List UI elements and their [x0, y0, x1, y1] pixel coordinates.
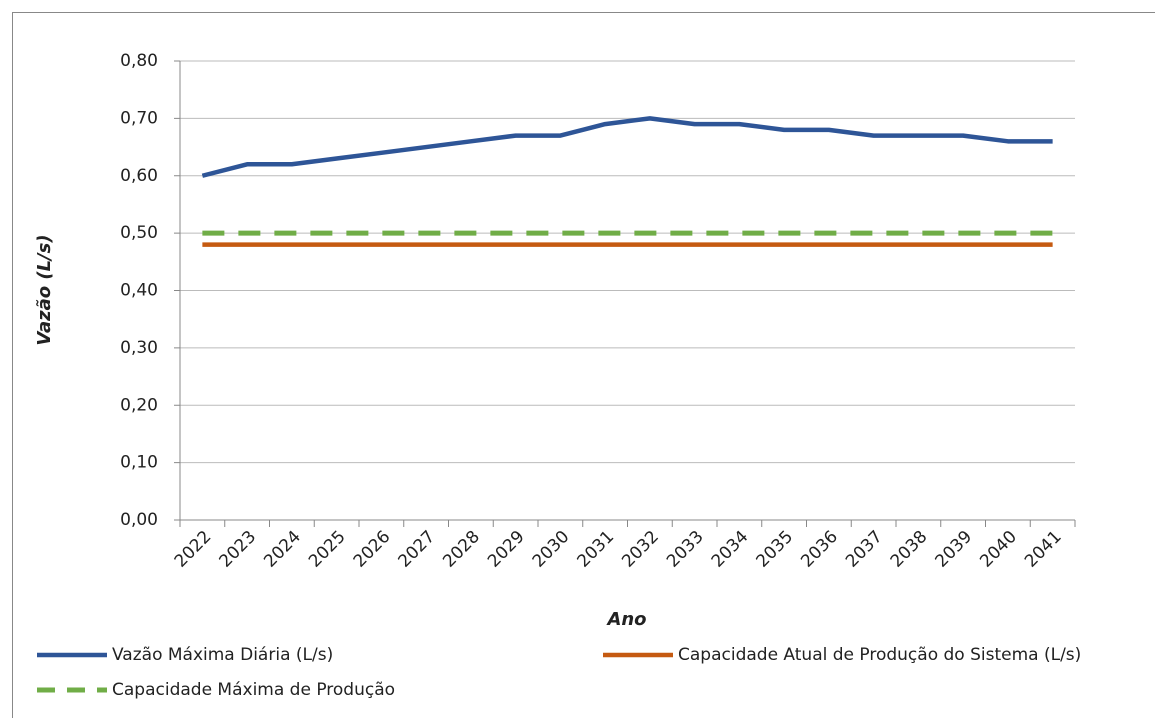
x-tick-label: 2023 — [215, 527, 260, 572]
legend-label: Capacidade Atual de Produção do Sistema … — [678, 645, 1081, 665]
y-tick-label: 0,30 — [120, 338, 158, 358]
x-tick-label: 2041 — [1021, 527, 1066, 572]
y-tick-label: 0,20 — [120, 395, 158, 415]
x-tick-label: 2024 — [260, 527, 305, 572]
x-axis-title: Ano — [605, 609, 646, 630]
x-tick-label: 2037 — [842, 527, 887, 572]
x-tick-label: 2027 — [394, 527, 439, 572]
y-axis-title: Vazão (L/s) — [34, 234, 55, 345]
x-tick-label: 2030 — [529, 527, 574, 572]
x-tick-label: 2022 — [171, 527, 216, 572]
x-tick-label: 2034 — [708, 527, 753, 572]
series-line — [201, 116, 1053, 178]
x-tick-label: 2028 — [439, 527, 484, 572]
y-tick-label: 0,00 — [120, 510, 158, 530]
x-tick-label: 2033 — [663, 527, 708, 572]
y-tick-label: 0,40 — [120, 281, 158, 301]
legend-label: Vazão Máxima Diária (L/s) — [112, 645, 333, 665]
chart-border — [12, 12, 1155, 718]
x-tick-label: 2029 — [484, 527, 529, 572]
x-tick-label: 2035 — [752, 527, 797, 572]
x-tick-label: 2039 — [931, 527, 976, 572]
y-tick-label: 0,10 — [120, 453, 158, 473]
x-tick-label: 2032 — [618, 527, 663, 572]
x-tick-label: 2036 — [797, 527, 842, 572]
y-tick-label: 0,70 — [120, 108, 158, 128]
y-tick-label: 0,80 — [120, 51, 158, 71]
y-tick-label: 0,50 — [120, 223, 158, 243]
x-tick-label: 2038 — [887, 527, 932, 572]
x-tick-label: 2025 — [305, 527, 350, 572]
x-tick-label: 2031 — [573, 527, 618, 572]
x-tick-label: 2040 — [976, 527, 1021, 572]
y-tick-label: 0,60 — [120, 166, 158, 186]
x-tick-label: 2026 — [350, 527, 395, 572]
legend-label: Capacidade Máxima de Produção — [112, 680, 395, 700]
